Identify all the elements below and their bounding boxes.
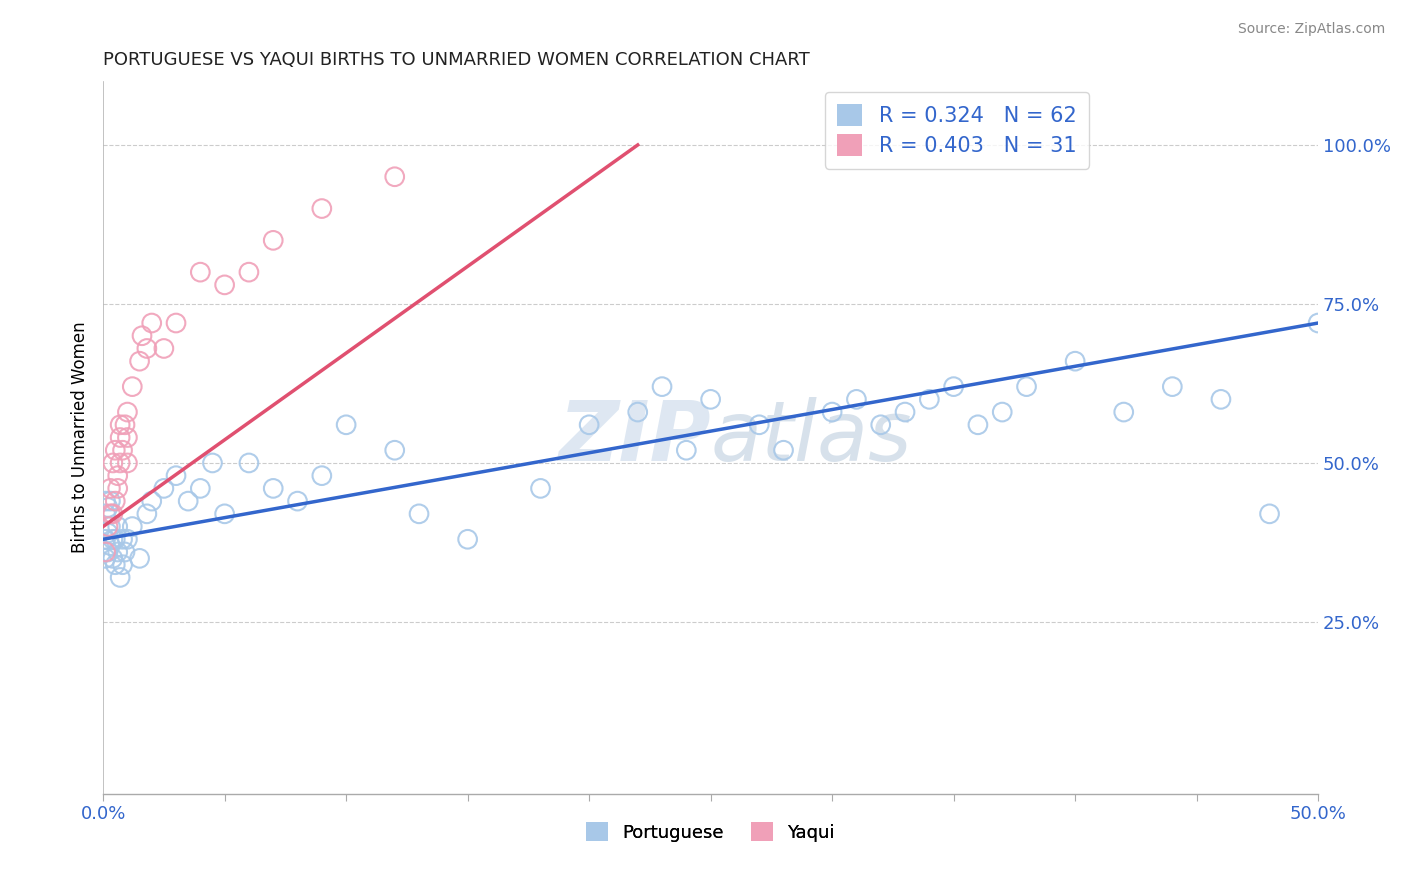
Point <box>153 482 176 496</box>
Point <box>108 456 131 470</box>
Point <box>104 533 127 547</box>
Point <box>675 443 697 458</box>
Point <box>214 507 236 521</box>
Text: ZIP: ZIP <box>558 397 710 478</box>
Point <box>942 379 965 393</box>
Point <box>100 482 122 496</box>
Point <box>188 265 211 279</box>
Point <box>135 342 157 356</box>
Point <box>238 456 260 470</box>
Point <box>117 405 139 419</box>
Point <box>335 417 357 432</box>
Point <box>94 533 117 547</box>
Point <box>100 507 122 521</box>
Point <box>111 558 134 572</box>
Point <box>1308 316 1330 330</box>
Point <box>1015 379 1038 393</box>
Point <box>107 545 129 559</box>
Point <box>121 379 143 393</box>
Point <box>117 456 139 470</box>
Point <box>845 392 868 407</box>
Point <box>238 265 260 279</box>
Point <box>384 443 406 458</box>
Point <box>918 392 941 407</box>
Point <box>94 551 117 566</box>
Point <box>651 379 673 393</box>
Point <box>188 482 211 496</box>
Point <box>165 468 187 483</box>
Point <box>117 430 139 444</box>
Point <box>117 533 139 547</box>
Point <box>772 443 794 458</box>
Point <box>141 494 163 508</box>
Point <box>177 494 200 508</box>
Point <box>100 494 122 508</box>
Point <box>101 507 124 521</box>
Point <box>141 316 163 330</box>
Point <box>384 169 406 184</box>
Point <box>107 482 129 496</box>
Point <box>97 525 120 540</box>
Point <box>101 456 124 470</box>
Point <box>311 202 333 216</box>
Text: atlas: atlas <box>710 397 912 478</box>
Point <box>311 468 333 483</box>
Point <box>869 417 891 432</box>
Point <box>1258 507 1281 521</box>
Point <box>101 533 124 547</box>
Point <box>111 443 134 458</box>
Point <box>214 277 236 292</box>
Point <box>111 533 134 547</box>
Point <box>457 533 479 547</box>
Point <box>1064 354 1087 368</box>
Point <box>114 417 136 432</box>
Point <box>128 551 150 566</box>
Point <box>131 328 153 343</box>
Point <box>135 507 157 521</box>
Point <box>107 468 129 483</box>
Legend: Portuguese, Yaqui: Portuguese, Yaqui <box>579 815 842 849</box>
Point <box>287 494 309 508</box>
Text: PORTUGUESE VS YAQUI BIRTHS TO UNMARRIED WOMEN CORRELATION CHART: PORTUGUESE VS YAQUI BIRTHS TO UNMARRIED … <box>103 51 810 69</box>
Point <box>108 417 131 432</box>
Point <box>100 539 122 553</box>
Point <box>94 507 117 521</box>
Point <box>627 405 650 419</box>
Point <box>529 482 551 496</box>
Point <box>262 233 284 247</box>
Point <box>967 417 990 432</box>
Y-axis label: Births to Unmarried Women: Births to Unmarried Women <box>72 322 89 553</box>
Point <box>97 545 120 559</box>
Point <box>108 430 131 444</box>
Point <box>101 551 124 566</box>
Point <box>1112 405 1135 419</box>
Point <box>165 316 187 330</box>
Point <box>107 519 129 533</box>
Point <box>97 519 120 533</box>
Point <box>821 405 844 419</box>
Point <box>104 494 127 508</box>
Point <box>114 545 136 559</box>
Point <box>408 507 430 521</box>
Point <box>262 482 284 496</box>
Point <box>97 500 120 515</box>
Point <box>1161 379 1184 393</box>
Point <box>104 558 127 572</box>
Point <box>748 417 770 432</box>
Point <box>108 570 131 584</box>
Point <box>104 443 127 458</box>
Point <box>94 545 117 559</box>
Point <box>128 354 150 368</box>
Point <box>1209 392 1232 407</box>
Text: Source: ZipAtlas.com: Source: ZipAtlas.com <box>1237 22 1385 37</box>
Point <box>991 405 1014 419</box>
Point <box>699 392 721 407</box>
Point <box>94 494 117 508</box>
Point <box>578 417 600 432</box>
Point <box>894 405 917 419</box>
Point <box>100 519 122 533</box>
Point <box>121 519 143 533</box>
Point <box>201 456 224 470</box>
Point <box>153 342 176 356</box>
